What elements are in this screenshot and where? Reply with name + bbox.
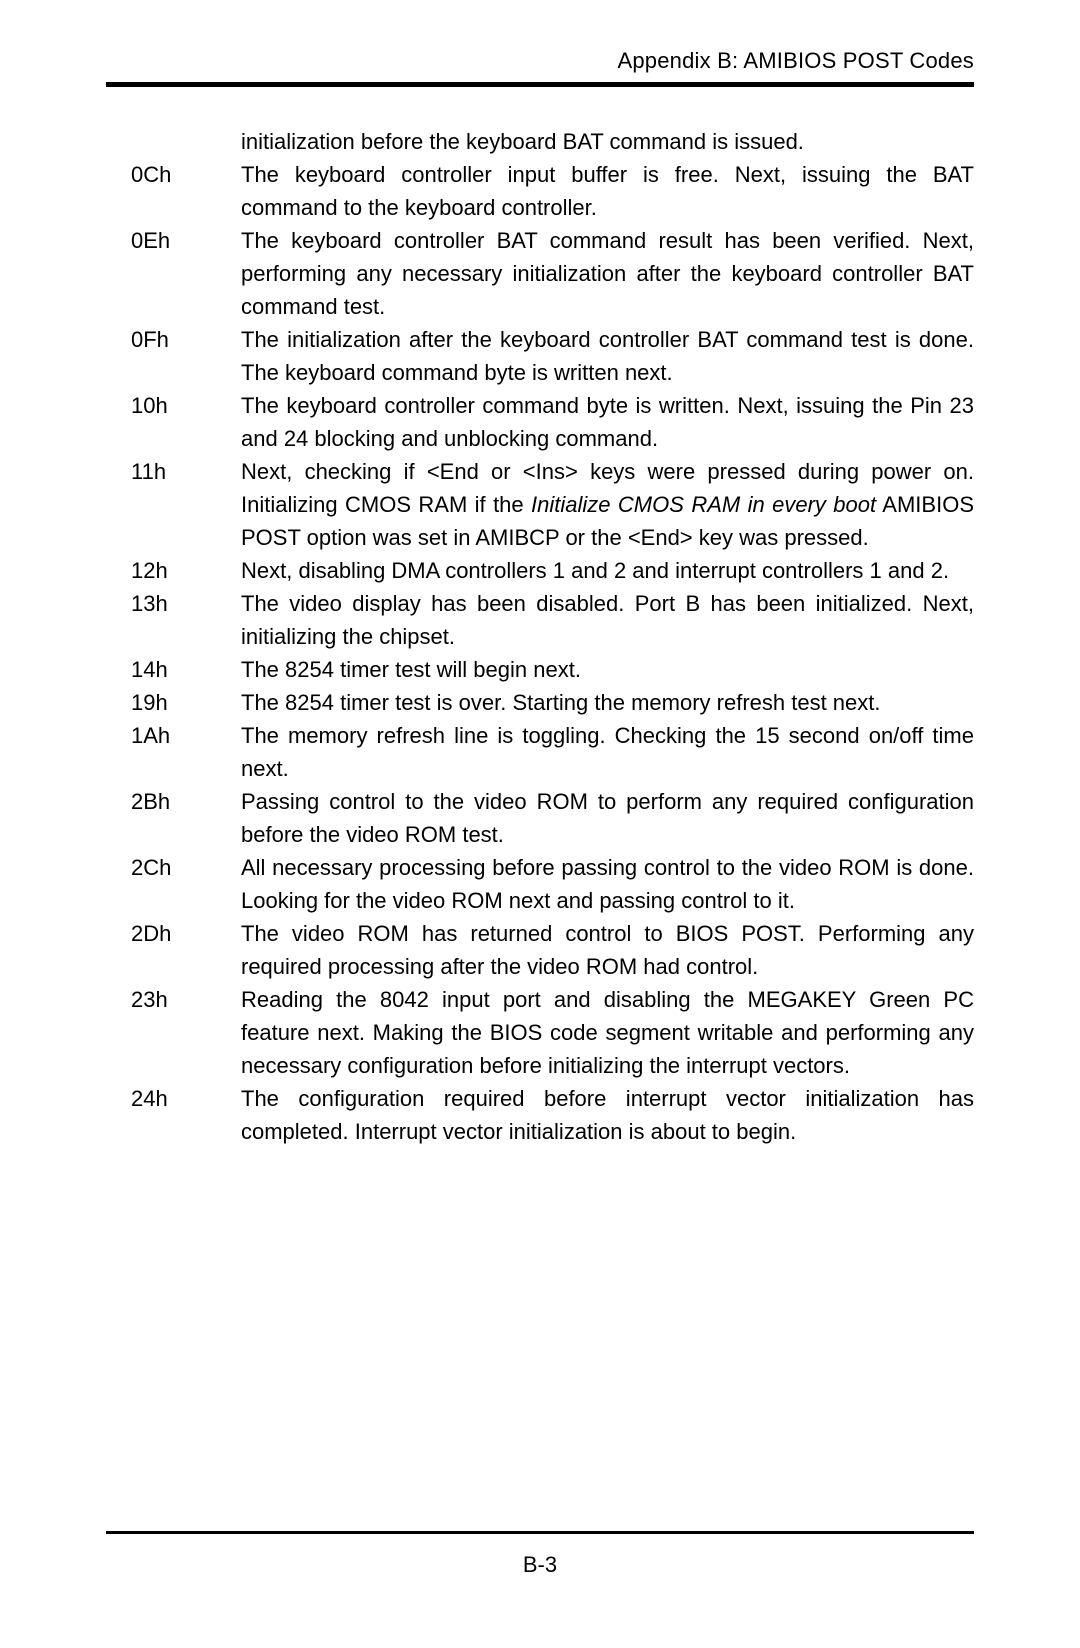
table-row: 1AhThe memory refresh line is toggling. … xyxy=(106,719,974,785)
post-description: Next, disabling DMA controllers 1 and 2 … xyxy=(241,554,974,587)
post-code: 23h xyxy=(106,983,241,1016)
post-description: The 8254 timer test will begin next. xyxy=(241,653,974,686)
table-row: 2ChAll necessary processing before passi… xyxy=(106,851,974,917)
post-code: 14h xyxy=(106,653,241,686)
table-row: 2BhPassing control to the video ROM to p… xyxy=(106,785,974,851)
table-row: 19hThe 8254 timer test is over. Starting… xyxy=(106,686,974,719)
table-row: 2DhThe video ROM has returned control to… xyxy=(106,917,974,983)
post-code: 24h xyxy=(106,1082,241,1115)
header-rule xyxy=(106,82,974,87)
post-codes-list: initialization before the keyboard BAT c… xyxy=(106,125,974,1148)
post-description: The 8254 timer test is over. Starting th… xyxy=(241,686,974,719)
table-row: 0ChThe keyboard controller input buffer … xyxy=(106,158,974,224)
table-row: 24hThe configuration required before int… xyxy=(106,1082,974,1148)
post-code: 12h xyxy=(106,554,241,587)
page-number: B-3 xyxy=(106,1552,974,1578)
post-description: The keyboard controller BAT command resu… xyxy=(241,224,974,323)
table-row: 10hThe keyboard controller command byte … xyxy=(106,389,974,455)
post-description: initialization before the keyboard BAT c… xyxy=(241,125,974,158)
page: Appendix B: AMIBIOS POST Codes initializ… xyxy=(0,0,1080,1648)
post-code: 10h xyxy=(106,389,241,422)
post-description: The video ROM has returned control to BI… xyxy=(241,917,974,983)
table-row: 0EhThe keyboard controller BAT command r… xyxy=(106,224,974,323)
post-description: Passing control to the video ROM to perf… xyxy=(241,785,974,851)
post-code: 0Ch xyxy=(106,158,241,191)
post-code: 2Bh xyxy=(106,785,241,818)
table-row: 0FhThe initialization after the keyboard… xyxy=(106,323,974,389)
post-description: All necessary processing before passing … xyxy=(241,851,974,917)
post-description: The keyboard controller input buffer is … xyxy=(241,158,974,224)
table-row: 23hReading the 8042 input port and disab… xyxy=(106,983,974,1082)
post-description: The memory refresh line is toggling. Che… xyxy=(241,719,974,785)
post-code: 0Eh xyxy=(106,224,241,257)
post-description: The initialization after the keyboard co… xyxy=(241,323,974,389)
footer: B-3 xyxy=(106,1531,974,1578)
post-description: The keyboard controller command byte is … xyxy=(241,389,974,455)
post-code: 19h xyxy=(106,686,241,719)
post-code: 2Dh xyxy=(106,917,241,950)
table-row: 13hThe video display has been disabled. … xyxy=(106,587,974,653)
post-description: Next, checking if <End or <Ins> keys wer… xyxy=(241,455,974,554)
footer-rule xyxy=(106,1531,974,1534)
header-title: Appendix B: AMIBIOS POST Codes xyxy=(106,48,974,74)
post-description: The configuration required before interr… xyxy=(241,1082,974,1148)
post-code: 11h xyxy=(106,455,241,488)
post-code: 13h xyxy=(106,587,241,620)
post-code: 2Ch xyxy=(106,851,241,884)
table-row: 14hThe 8254 timer test will begin next. xyxy=(106,653,974,686)
table-row: initialization before the keyboard BAT c… xyxy=(106,125,974,158)
post-description: Reading the 8042 input port and disablin… xyxy=(241,983,974,1082)
post-description: The video display has been disabled. Por… xyxy=(241,587,974,653)
table-row: 11hNext, checking if <End or <Ins> keys … xyxy=(106,455,974,554)
table-row: 12hNext, disabling DMA controllers 1 and… xyxy=(106,554,974,587)
post-code: 0Fh xyxy=(106,323,241,356)
post-code: 1Ah xyxy=(106,719,241,752)
